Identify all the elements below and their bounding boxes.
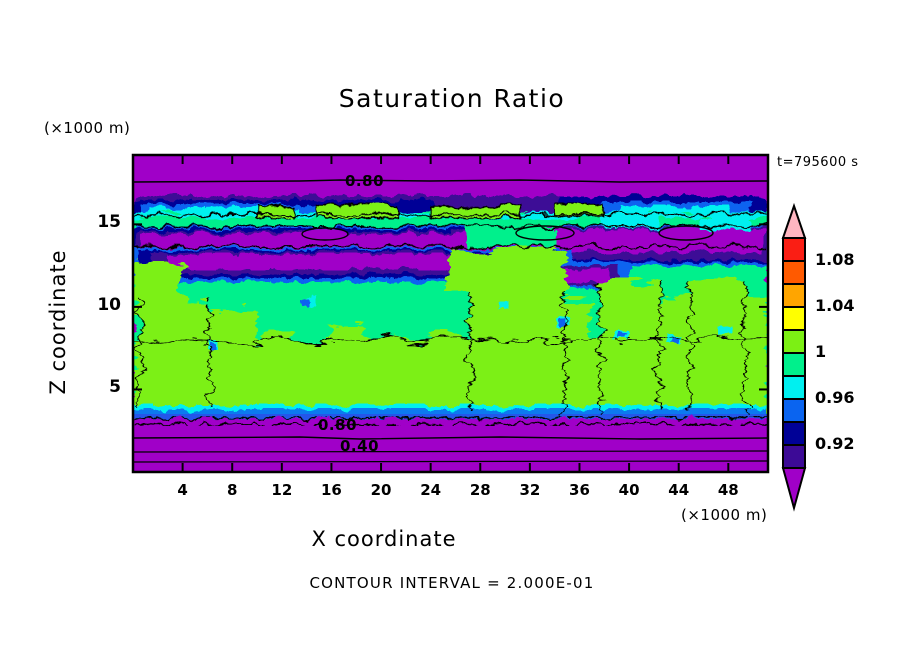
x-tick-label-36: 36 (569, 481, 590, 499)
plot-frame (131, 153, 770, 474)
x-tick-label-28: 28 (469, 481, 491, 499)
y-tick-label-5: 5 (109, 377, 121, 398)
y-axis-unit-label: (×1000 m) (44, 119, 131, 137)
x-tick-label-24: 24 (420, 481, 442, 499)
colorbar-tick-label-0.92: 0.92 (815, 434, 855, 453)
colorbar-swatch-1.06 (782, 283, 806, 308)
x-tick-label-16: 16 (321, 481, 342, 499)
x-tick-label-44: 44 (668, 481, 690, 499)
colorbar-swatch-0.94 (782, 421, 806, 446)
colorbar-tick-label-1: 1 (815, 342, 827, 361)
contour-label-0: 0.80 (345, 172, 385, 190)
colorbar-swatch-1.00 (782, 352, 806, 377)
colorbar-swatch-0.92 (782, 444, 806, 469)
contour-lines (133, 179, 768, 463)
colorbar (781, 202, 807, 512)
x-tick-label-20: 20 (370, 481, 392, 499)
colorbar-swatch-1.04 (782, 306, 806, 331)
colorbar-over-arrow (781, 202, 807, 239)
colorbar-tick-label-1.08: 1.08 (815, 250, 855, 269)
x-tick-label-8: 8 (227, 481, 238, 499)
contour-label-2: 0.40 (340, 437, 380, 455)
colorbar-swatch-0.98 (782, 375, 806, 400)
page-title: Saturation Ratio (338, 84, 566, 113)
x-axis-title: X coordinate (311, 527, 457, 551)
colorbar-under-arrow (781, 467, 807, 512)
x-tick-label-40: 40 (618, 481, 640, 499)
contour-interval-note: CONTOUR INTERVAL = 2.000E-01 (309, 574, 595, 592)
colorbar-swatch-1.10 (782, 237, 806, 262)
colorbar-tick-label-0.96: 0.96 (815, 388, 855, 407)
x-tick-label-4: 4 (177, 481, 188, 499)
y-axis-title: Z coordinate (46, 249, 70, 395)
time-annotation: t=795600 s (777, 155, 859, 170)
x-tick-label-12: 12 (271, 481, 293, 499)
x-axis-unit-label: (×1000 m) (681, 506, 768, 524)
y-tick-label-15: 15 (97, 212, 121, 233)
contour-label-1: 0.80 (318, 416, 358, 434)
colorbar-swatch-0.96 (782, 398, 806, 423)
colorbar-swatch-1.02 (782, 329, 806, 354)
colorbar-tick-label-1.04: 1.04 (815, 296, 855, 315)
x-tick-label-32: 32 (519, 481, 541, 499)
y-tick-label-10: 10 (97, 294, 121, 315)
colorbar-swatch-1.08 (782, 260, 806, 285)
x-tick-label-48: 48 (717, 481, 739, 499)
